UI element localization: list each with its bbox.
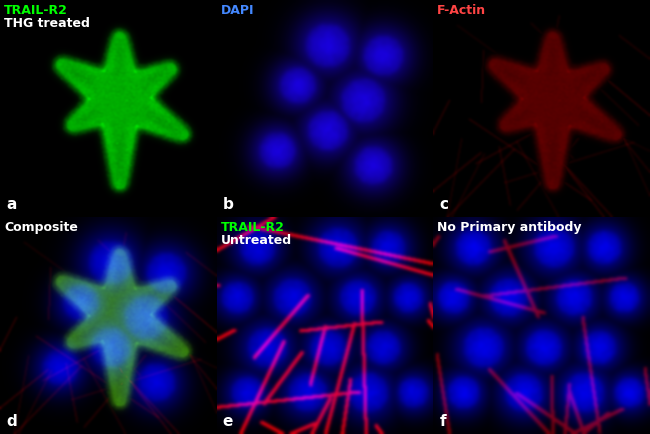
Text: TRAIL-R2: TRAIL-R2: [221, 221, 285, 234]
Text: a: a: [6, 197, 16, 212]
Text: c: c: [439, 197, 448, 212]
Text: No Primary antibody: No Primary antibody: [437, 221, 582, 234]
Text: d: d: [6, 414, 17, 429]
Text: Composite: Composite: [4, 221, 78, 234]
Text: TRAIL-R2: TRAIL-R2: [4, 4, 68, 17]
Text: f: f: [439, 414, 446, 429]
Text: e: e: [223, 414, 233, 429]
Text: DAPI: DAPI: [221, 4, 254, 17]
Text: F-Actin: F-Actin: [437, 4, 486, 17]
Text: THG treated: THG treated: [4, 17, 90, 30]
Text: b: b: [223, 197, 233, 212]
Text: Untreated: Untreated: [221, 234, 292, 247]
